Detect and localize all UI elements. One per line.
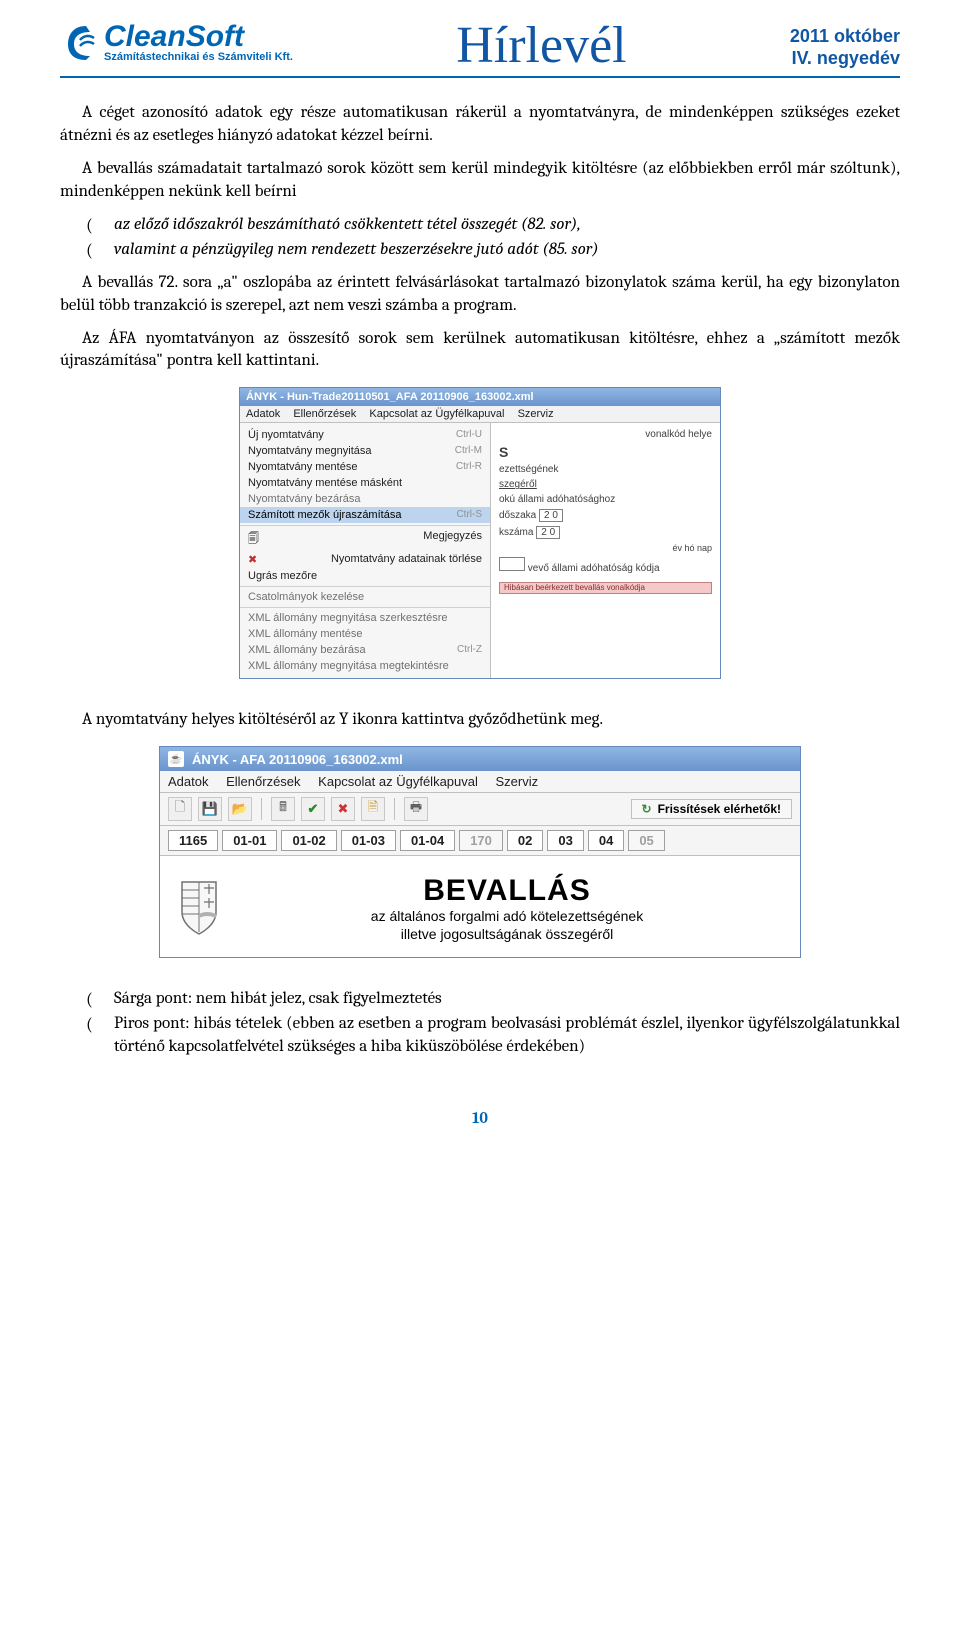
tab[interactable]: 01-02 — [281, 830, 336, 851]
menu-save-as[interactable]: Nyomtatvány mentése másként — [240, 475, 490, 491]
menu-xml-open-view: XML állomány megnyitása megtekintésre — [240, 658, 490, 674]
dropdown-panel: Új nyomtatványCtrl-U Nyomtatvány megnyit… — [240, 423, 720, 678]
menu-item[interactable]: Adatok — [168, 774, 208, 789]
form-content: BEVALLÁS az általános forgalmi adó kötel… — [160, 856, 800, 957]
open-icon[interactable]: 📂 — [228, 797, 252, 821]
menu-item[interactable]: Ellenőrzések — [226, 774, 300, 789]
form-subtitle-1: az általános forgalmi adó kötelezettségé… — [168, 908, 792, 926]
logo-text-main: CleanSoft — [104, 22, 293, 52]
refresh-icon: ↻ — [642, 802, 652, 816]
screenshot-2-wrap: ☕ ÁNYK - AFA 20110906_163002.xml Adatok … — [60, 746, 900, 958]
issue-date: 2011 október IV. negyedév — [790, 20, 900, 69]
toolbar: 🗋 💾 📂 🖩 ✔ ✖ 🗎 🖶 ↻ Frissítések elérhetők! — [160, 793, 800, 826]
calculator-icon[interactable]: 🖩 — [271, 797, 295, 821]
menu-xml-open-edit: XML állomány megnyitása szerkesztésre — [240, 610, 490, 626]
menu-recalc[interactable]: Számított mezők újraszámításaCtrl-S — [240, 507, 490, 523]
screenshot-1-wrap: ÁNYK - Hun-Trade20110501_AFA 20110906_16… — [60, 387, 900, 679]
print-icon[interactable]: 🖶 — [404, 797, 428, 821]
list-item: Piros pont: hibás tételek (ebben az eset… — [86, 1013, 900, 1059]
frag-3: okú állami adóhatósághoz — [499, 494, 712, 505]
logo: CleanSoft Számítástechnikai és Számvitel… — [60, 20, 293, 64]
menu-item[interactable]: Adatok — [246, 408, 280, 420]
page-number: 10 — [60, 1109, 900, 1127]
error-bar: Hibásan beérkezett bevallás vonalkódja — [499, 582, 712, 594]
java-icon: ☕ — [168, 751, 184, 767]
new-icon[interactable]: 🗋 — [168, 797, 192, 821]
period-value[interactable]: 2 0 — [539, 509, 563, 522]
coat-of-arms-icon — [176, 878, 222, 936]
cleansoft-logo-icon — [60, 20, 98, 64]
tab[interactable]: 01-03 — [341, 830, 396, 851]
tab[interactable]: 04 — [588, 830, 624, 851]
menu-close: Nyomtatvány bezárása — [240, 491, 490, 507]
paragraph: A céget azonosító adatok egy része autom… — [60, 102, 900, 148]
tab[interactable]: 01-01 — [222, 830, 277, 851]
frag-1: ezettségének — [499, 464, 712, 475]
tab-strip: 1165 01-01 01-02 01-03 01-04 170 02 03 0… — [160, 826, 800, 856]
form-preview: vonalkód helye S ezettségének szegéről o… — [491, 423, 720, 678]
newsletter-title: Hírlevél — [456, 20, 626, 72]
paragraph: A bevallás 72. sora „a" oszlopába az éri… — [60, 272, 900, 318]
number-row: kszáma 2 0 — [499, 526, 712, 539]
delete-icon[interactable]: ✖ — [331, 797, 355, 821]
check-y-icon[interactable]: ✔ — [301, 797, 325, 821]
dropdown-menu: Új nyomtatványCtrl-U Nyomtatvány megnyit… — [240, 423, 491, 678]
bullet-list-colors: Sárga pont: nem hibát jelez, csak figyel… — [60, 988, 900, 1059]
menu-item[interactable]: Kapcsolat az Ügyfélkapuval — [318, 774, 478, 789]
anyk-main-screenshot: ☕ ÁNYK - AFA 20110906_163002.xml Adatok … — [159, 746, 801, 958]
window-titlebar: ☕ ÁNYK - AFA 20110906_163002.xml — [160, 747, 800, 771]
list-item: Sárga pont: nem hibát jelez, csak figyel… — [86, 988, 900, 1011]
note-icon[interactable]: 🗎 — [361, 797, 385, 821]
number-value[interactable]: 2 0 — [536, 526, 560, 539]
form-subtitle-2: illetve jogosultságának összegéről — [168, 926, 792, 944]
tab[interactable]: 02 — [507, 830, 543, 851]
menu-note[interactable]: 🗐 Megjegyzés — [240, 528, 490, 551]
menubar: Adatok Ellenőrzések Kapcsolat az Ügyfélk… — [240, 406, 720, 423]
menu-item[interactable]: Kapcsolat az Ügyfélkapuval — [369, 408, 504, 420]
anyk-dropdown-screenshot: ÁNYK - Hun-Trade20110501_AFA 20110906_16… — [239, 387, 721, 679]
menu-open[interactable]: Nyomtatvány megnyitásaCtrl-M — [240, 443, 490, 459]
tab[interactable]: 170 — [459, 830, 503, 851]
window-titlebar: ÁNYK - Hun-Trade20110501_AFA 20110906_16… — [240, 388, 720, 406]
menu-attach: Csatolmányok kezelése — [240, 589, 490, 605]
menu-item[interactable]: Ellenőrzések — [293, 408, 356, 420]
list-item: az előző időszakról beszámítható csökken… — [86, 214, 900, 237]
paragraph: Az ÁFA nyomtatványon az összesítő sorok … — [60, 328, 900, 374]
menu-save[interactable]: Nyomtatvány mentéseCtrl-R — [240, 459, 490, 475]
tab[interactable]: 01-04 — [400, 830, 455, 851]
frag-s: S — [499, 444, 712, 460]
barcode-label: vonalkód helye — [499, 429, 712, 440]
tab[interactable]: 05 — [628, 830, 664, 851]
tab[interactable]: 1165 — [168, 830, 218, 851]
frag-2: szegéről — [499, 479, 712, 490]
issue-date-line1: 2011 október — [790, 26, 900, 48]
form-title: BEVALLÁS — [168, 874, 792, 908]
list-item: valamint a pénzügyileg nem rendezett bes… — [86, 239, 900, 262]
paragraph: A bevallás számadatait tartalmazó sorok … — [60, 158, 900, 204]
article-body: A céget azonosító adatok egy része autom… — [60, 102, 900, 373]
paragraph: A nyomtatvány helyes kitöltéséről az Y i… — [60, 709, 900, 732]
menu-xml-close: XML állomány bezárásaCtrl-Z — [240, 642, 490, 658]
menubar: Adatok Ellenőrzések Kapcsolat az Ügyfélk… — [160, 771, 800, 793]
menu-xml-save: XML állomány mentése — [240, 626, 490, 642]
menu-item[interactable]: Szerviz — [496, 774, 539, 789]
page-header: CleanSoft Számítástechnikai és Számvitel… — [60, 20, 900, 78]
titlebar-text: ÁNYK - AFA 20110906_163002.xml — [192, 752, 403, 767]
updates-button[interactable]: ↻ Frissítések elérhetők! — [631, 799, 792, 819]
menu-item[interactable]: Szerviz — [518, 408, 554, 420]
menu-new[interactable]: Új nyomtatványCtrl-U — [240, 427, 490, 443]
bullet-list: az előző időszakról beszámítható csökken… — [60, 214, 900, 262]
period-row: dőszaka 2 0 — [499, 509, 712, 522]
date-labels: év hó nap — [499, 543, 712, 553]
logo-text-sub: Számítástechnikai és Számviteli Kft. — [104, 52, 293, 63]
frag-4: vevő állami adóhatóság kódja — [499, 557, 712, 574]
save-icon[interactable]: 💾 — [198, 797, 222, 821]
issue-date-line2: IV. negyedév — [790, 48, 900, 70]
menu-delete[interactable]: ✖ Nyomtatvány adatainak törlése — [240, 551, 490, 568]
menu-goto[interactable]: Ugrás mezőre — [240, 568, 490, 584]
tab[interactable]: 03 — [547, 830, 583, 851]
updates-label: Frissítések elérhetők! — [658, 802, 781, 816]
